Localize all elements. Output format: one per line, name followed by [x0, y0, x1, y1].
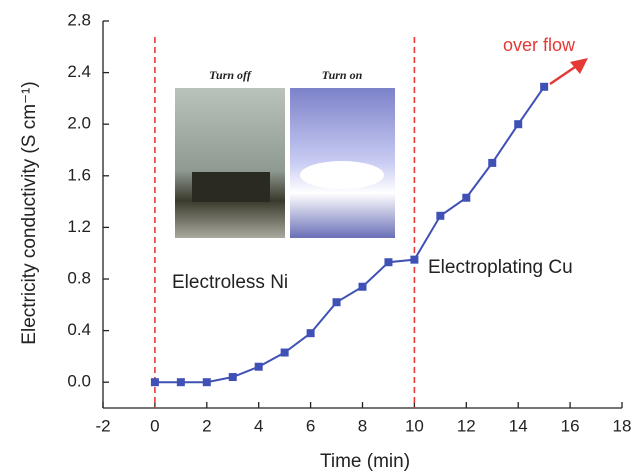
y-tick-label: 2.8 — [67, 10, 91, 29]
marker — [462, 194, 470, 202]
x-tick-label: 8 — [358, 416, 367, 435]
photo-detail — [192, 172, 270, 202]
inset-label: Turn on — [322, 68, 363, 82]
x-tick-label: 14 — [509, 416, 528, 435]
y-tick-label: 0.8 — [67, 268, 91, 287]
x-tick-label: 18 — [613, 416, 632, 435]
marker — [333, 298, 341, 306]
y-tick-label: 1.2 — [67, 217, 91, 236]
x-tick-label: 6 — [306, 416, 315, 435]
y-tick-label: 0.0 — [67, 372, 91, 391]
x-tick-label: 10 — [405, 416, 424, 435]
marker — [410, 256, 418, 264]
inset-label: Turn off — [209, 68, 252, 82]
marker — [203, 378, 211, 386]
arrow — [550, 65, 578, 84]
x-axis-title: Time (min) — [320, 451, 410, 472]
photo-off — [175, 88, 285, 238]
annotation: Electroless Ni — [172, 272, 288, 293]
marker — [151, 378, 159, 386]
marker — [384, 258, 392, 266]
y-tick-label: 2.0 — [67, 114, 91, 133]
marker — [255, 363, 263, 371]
marker — [514, 120, 522, 128]
x-tick-label: 2 — [202, 416, 211, 435]
photo-glow — [300, 161, 384, 189]
y-tick-label: 1.6 — [67, 165, 91, 184]
marker — [177, 378, 185, 386]
marker — [436, 212, 444, 220]
y-axis-title: Electricity conductivity (S cm⁻¹) — [19, 81, 40, 344]
chart: Turn off Turn on Electroless Ni Electrop… — [0, 0, 640, 475]
marker — [540, 83, 548, 91]
annotation: Electroplating Cu — [428, 257, 573, 278]
x-tick-label: 12 — [457, 416, 476, 435]
x-tick-label: 16 — [561, 416, 580, 435]
x-tick-label: -2 — [95, 416, 110, 435]
marker — [488, 159, 496, 167]
marker — [281, 349, 289, 357]
marker — [359, 283, 367, 291]
marker — [307, 329, 315, 337]
y-tick-label: 0.4 — [67, 320, 91, 339]
annotation: over flow — [503, 35, 576, 55]
x-tick-label: 4 — [254, 416, 263, 435]
marker — [229, 373, 237, 381]
x-tick-label: 0 — [150, 416, 159, 435]
y-tick-label: 2.4 — [67, 62, 91, 81]
arrow-head — [570, 58, 588, 74]
